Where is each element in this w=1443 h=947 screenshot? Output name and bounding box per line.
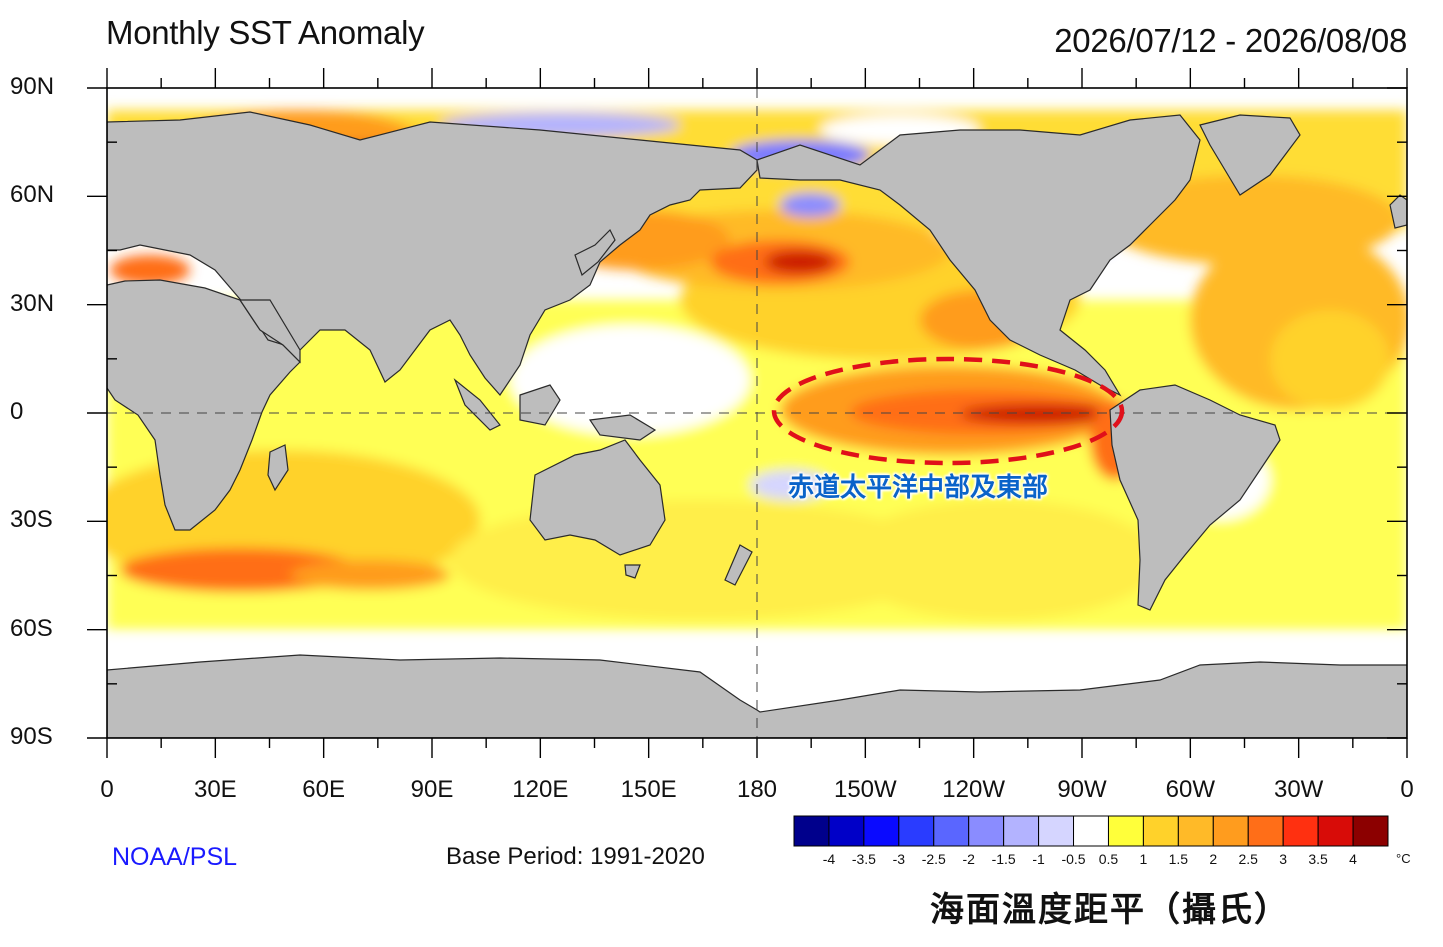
colorbar-swatch [1282, 815, 1319, 847]
colorbar-swatch [1247, 815, 1284, 847]
colorbar [793, 815, 1389, 847]
lat-label: 60N [10, 181, 55, 209]
lat-label: 90S [10, 723, 53, 750]
highlight-ellipse [771, 356, 1125, 466]
map-title: Monthly SST Anomaly [106, 14, 425, 51]
colorbar-swatch [1142, 815, 1179, 847]
lat-label: 60S [10, 614, 53, 642]
lon-label: 90E [410, 776, 454, 803]
colorbar-label: 0.5 [1098, 851, 1119, 867]
lat-label: 30N [10, 289, 55, 317]
legend-title: 海面溫度距平（攝氏） [930, 890, 1290, 930]
colorbar-label: -1.5 [991, 851, 1016, 867]
colorbar-swatch [1073, 815, 1109, 847]
colorbar-label: -0.5 [1061, 851, 1086, 867]
colorbar-label: -3 [892, 851, 906, 867]
colorbar-label: 4 [1349, 851, 1357, 867]
colorbar-swatch [1107, 815, 1144, 847]
colorbar-swatch [1317, 815, 1354, 847]
lon-label: 60W [1165, 776, 1215, 803]
lon-label: 150E [620, 776, 677, 803]
colorbar-swatch [933, 815, 970, 847]
colorbar-label: -1 [1032, 851, 1045, 867]
colorbar-swatch [898, 815, 935, 847]
colorbar-swatch [968, 815, 1005, 847]
colorbar-swatch [1038, 815, 1075, 847]
colorbar-swatch [828, 815, 865, 847]
colorbar-label: 2.5 [1238, 851, 1258, 867]
colorbar-label: -2.5 [921, 851, 946, 867]
colorbar-label: -3.5 [851, 851, 876, 867]
lon-label: 180 [736, 776, 778, 803]
colorbar-swatch [1212, 815, 1249, 847]
lon-label: 120E [512, 776, 569, 803]
colorbar-label: 1.5 [1168, 851, 1189, 867]
lat-label: 30S [10, 506, 53, 534]
lon-label: 120W [942, 776, 1005, 803]
colorbar-label: 1 [1139, 851, 1148, 867]
colorbar-label: 3 [1279, 851, 1288, 867]
lon-label: 150W [833, 776, 897, 803]
land [107, 111, 1407, 738]
colorbar-label: 3.5 [1308, 851, 1328, 867]
lon-label: 60E [302, 776, 345, 803]
colorbar-label: -4 [822, 851, 836, 867]
colorbar-swatch [793, 815, 830, 847]
lat-label: 0 [10, 398, 24, 425]
date-range: 2026/07/12 - 2026/08/08 [1054, 22, 1407, 59]
lon-label: 0 [100, 776, 114, 803]
lon-label: 90W [1057, 776, 1107, 803]
colorbar-swatch [1003, 815, 1040, 847]
axis-ticks [87, 68, 1408, 758]
base-period-label: Base Period: 1991-2020 [446, 843, 705, 870]
lon-label: 0 [1400, 776, 1414, 803]
colorbar-unit: °C [1396, 851, 1411, 866]
colorbar-label: 2 [1209, 851, 1218, 867]
colorbar-swatch [863, 815, 900, 847]
colorbar-swatch [1352, 815, 1389, 847]
source-label: NOAA/PSL [112, 843, 238, 871]
lon-label: 30E [193, 776, 237, 803]
highlight-region-label: 赤道太平洋中部及東部 [788, 473, 1049, 503]
lon-label: 30W [1273, 776, 1324, 803]
colorbar-label: -2 [962, 851, 975, 867]
colorbar-swatch [1177, 815, 1214, 847]
lat-label: 90N [10, 73, 55, 100]
